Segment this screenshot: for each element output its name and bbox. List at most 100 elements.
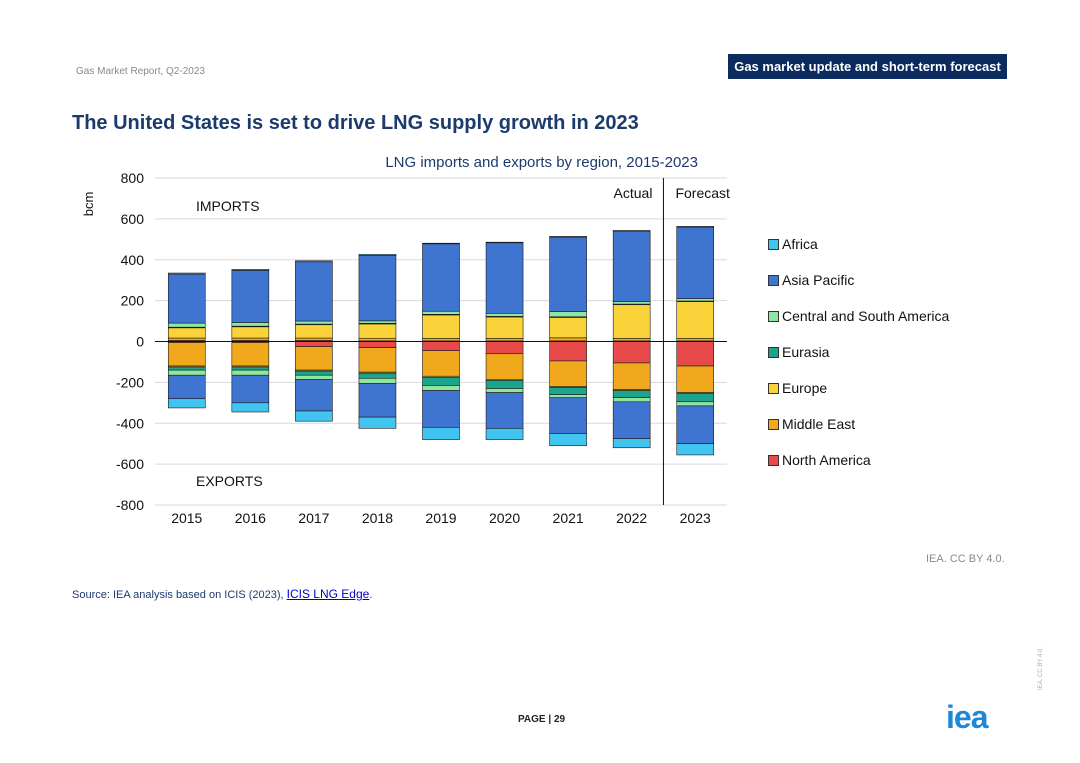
bar-export-middle-east-2017 [295,346,333,371]
bar-export-africa-2017 [295,410,333,422]
bar-export-eurasia-2019 [422,376,460,386]
bar-export-asia-pacific-2019 [422,390,460,428]
legend-label-middle-east: Middle East [782,416,856,432]
legend-label-eurasia: Eurasia [782,344,830,360]
bar-import-africa-2017 [295,260,333,263]
legend-item-europe: Europe [768,370,949,406]
y-tick-label: -600 [116,456,144,472]
bar-import-africa-2015 [167,272,206,275]
iea-logo: iea [946,699,988,735]
bar-import-middle-east-2022 [612,338,651,342]
y-tick-label: 600 [121,211,145,227]
bar-export-africa-2021 [549,433,587,447]
bar-import-asia-pacific-2018 [358,255,397,322]
bar-export-eurasia-2017 [295,370,333,376]
bar-export-asia-pacific-2015 [167,374,206,400]
bar-export-africa-2018 [358,416,397,429]
bar-import-africa-2018 [358,254,397,256]
bar-import-europe-2020 [485,316,524,339]
bar-export-africa-2023 [676,443,715,456]
chart-title: LNG imports and exports by region, 2015-… [385,154,698,171]
bar-export-middle-east-2015 [167,342,206,367]
bar-export-middle-east-2022 [612,362,651,390]
bar-export-eurasia-2018 [358,372,397,379]
bar-import-middle-east-2019 [422,338,460,342]
bar-import-middle-east-2016 [231,337,270,341]
bar-import-middle-east-2020 [485,338,524,342]
bar-import-africa-2016 [231,269,270,271]
bar-export-central-and-south-america-2020 [485,388,524,393]
bar-export-asia-pacific-2021 [549,397,587,434]
bar-import-central-and-south-america-2021 [549,311,587,318]
x-tick-label: 2023 [680,510,711,526]
bar-export-north-america-2017 [295,341,333,347]
bar-export-central-and-south-america-2015 [167,369,206,376]
bar-import-asia-pacific-2016 [231,270,270,323]
legend-item-africa: Africa [768,226,949,262]
bar-import-asia-pacific-2023 [676,226,715,299]
bar-export-asia-pacific-2020 [485,392,524,429]
bar-import-africa-2019 [422,242,460,245]
bar-import-asia-pacific-2022 [612,230,651,302]
bar-import-africa-2020 [485,241,524,244]
bar-import-central-and-south-america-2016 [231,322,270,327]
lng-chart: 800 600 400 200 0 -200 -400 -600 -800 LNG imports… [81,154,730,526]
legend-swatch-middle-east [768,418,779,430]
page-title: The United States is set to drive LNG su… [72,112,639,134]
bar-export-africa-2019 [422,427,460,440]
x-tick-label: 2018 [362,510,393,526]
bar-export-north-america-2018 [358,341,397,348]
legend-label-europe: Europe [782,380,828,396]
bar-export-central-and-south-america-2018 [358,377,397,384]
x-tick-label: 2021 [553,510,584,526]
bar-export-north-america-2019 [422,341,460,351]
legend-swatch-africa [768,238,779,250]
bar-export-eurasia-2015 [167,366,206,371]
bar-import-africa-2021 [549,236,587,238]
bar-export-north-america-2023 [676,341,715,367]
source-prefix: Source: IEA analysis based on ICIS (2023… [72,589,287,601]
legend-swatch-central-south-america [768,310,779,322]
y-tick-label: -800 [116,497,144,513]
bar-import-europe-2023 [676,301,715,339]
bar-export-asia-pacific-2016 [231,374,270,404]
x-tick-label: 2022 [616,510,647,526]
bar-export-middle-east-2016 [231,342,270,367]
bar-export-asia-pacific-2022 [612,401,651,439]
legend-label-central-south-america: Central and South America [782,308,950,324]
bar-import-asia-pacific-2017 [295,261,333,322]
bar-export-north-america-2022 [612,341,651,364]
y-tick-label: -400 [116,415,144,431]
source-link[interactable]: ICIS LNG Edge [286,587,370,601]
bar-import-central-and-south-america-2019 [422,310,460,315]
page-number: PAGE | 29 [518,714,566,725]
bar-import-central-and-south-america-2022 [612,301,651,305]
y-axis-label: bcm [81,192,96,217]
chart-legend: Africa Asia Pacific Central and South Am… [768,226,949,478]
credit-text: IEA. CC BY 4.0. [926,553,1005,565]
bar-import-europe-2021 [549,317,587,339]
bar-export-central-and-south-america-2021 [549,394,587,399]
source-note: Source: IEA analysis based on ICIS (2023… [72,587,372,601]
bar-import-asia-pacific-2015 [167,273,206,324]
bar-export-eurasia-2016 [231,366,270,371]
legend-item-north-america: North America [768,442,949,478]
bar-import-central-and-south-america-2018 [358,320,397,324]
bar-import-asia-pacific-2019 [422,243,460,312]
legend-swatch-europe [768,382,779,394]
section-badge: Gas market update and short-term forecas… [728,54,1007,79]
bar-import-asia-pacific-2020 [485,242,524,314]
y-tick-label: 400 [121,252,145,268]
bar-export-asia-pacific-2017 [295,379,333,412]
bar-import-central-and-south-america-2015 [167,322,206,328]
y-tick-label: -200 [116,374,144,390]
forecast-annotation: Forecast [675,185,730,201]
bar-import-middle-east-2018 [358,337,397,342]
bar-export-africa-2022 [612,438,651,449]
bar-export-eurasia-2020 [485,380,524,389]
x-tick-label: 2015 [171,510,202,526]
bar-export-central-and-south-america-2022 [612,397,651,403]
bar-import-africa-2023 [676,226,715,228]
bar-import-asia-pacific-2021 [549,236,587,312]
bar-export-middle-east-2023 [676,365,715,393]
